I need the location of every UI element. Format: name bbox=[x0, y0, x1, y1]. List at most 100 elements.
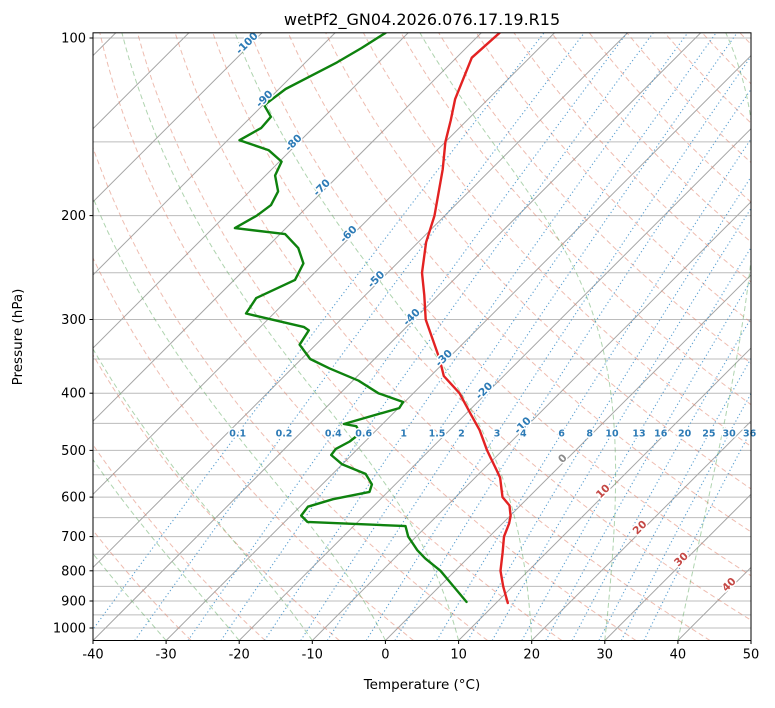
mixing-ratio-label: 20 bbox=[678, 428, 692, 439]
mixing-ratio-label: 3 bbox=[494, 428, 501, 439]
mixing-ratio-label: 6 bbox=[558, 428, 565, 439]
x-tick-label: 50 bbox=[743, 648, 760, 663]
mixing-ratio-label: 2 bbox=[458, 428, 465, 439]
temperature-line bbox=[420, 32, 512, 605]
mixing-ratio-label: 1 bbox=[400, 428, 407, 439]
mixing-ratio-line bbox=[467, 175, 751, 641]
isotherm-line bbox=[458, 347, 751, 641]
y-tick-label: 700 bbox=[61, 530, 86, 545]
isotherm-line bbox=[93, 32, 628, 569]
mixing-ratio-label: 8 bbox=[586, 428, 593, 439]
moist-adiabat bbox=[121, 32, 460, 641]
y-tick-label: 500 bbox=[61, 444, 86, 459]
isotherm-line bbox=[165, 54, 751, 641]
dry-adiabat bbox=[400, 32, 751, 406]
mixing-ratio-label: 0.2 bbox=[276, 428, 293, 439]
isotherm-line bbox=[311, 201, 751, 641]
dry-adiabat bbox=[93, 443, 266, 641]
dry-adiabat bbox=[249, 32, 751, 577]
isotherm-line bbox=[93, 32, 263, 203]
mixing-ratio-label: 0.4 bbox=[325, 428, 342, 439]
x-tick-label: 20 bbox=[523, 648, 540, 663]
dewpoint-line bbox=[233, 32, 468, 604]
mixing-ratio-label: 16 bbox=[654, 428, 668, 439]
isotherm-line bbox=[93, 32, 702, 641]
x-tick-labels: -40 -30 -20 -10 0 10 20 30 40 50 bbox=[82, 648, 759, 663]
dry-adiabat bbox=[93, 256, 414, 641]
mixing-ratio-line bbox=[394, 88, 751, 641]
dry-adiabat bbox=[513, 32, 751, 283]
mixing-ratio-label: 36 bbox=[743, 428, 757, 439]
dry-adiabat bbox=[99, 32, 563, 641]
mixing-ratio-line bbox=[598, 357, 751, 641]
isotherm-line bbox=[604, 493, 751, 641]
y-tick-label: 400 bbox=[61, 387, 86, 402]
moist-adiabat bbox=[234, 32, 533, 641]
mixing-ratio-lines bbox=[93, 32, 751, 641]
isotherm-line bbox=[93, 32, 336, 276]
x-tick-label: 0 bbox=[381, 648, 389, 663]
moist-adiabat bbox=[419, 32, 617, 641]
mixing-ratio-line bbox=[365, 55, 751, 641]
dry-adiabat bbox=[438, 32, 751, 364]
mixing-ratio-label: 25 bbox=[702, 428, 715, 439]
mixing-ratio-line bbox=[264, 32, 689, 641]
dry-adiabat bbox=[137, 32, 637, 641]
y-tick-label: 800 bbox=[61, 564, 86, 579]
y-tick-label: 1000 bbox=[53, 622, 86, 637]
mixing-ratio-line bbox=[326, 32, 738, 641]
isotherm-lines bbox=[93, 32, 751, 641]
x-tick-label: -20 bbox=[229, 648, 250, 663]
isotherm-line bbox=[93, 32, 482, 422]
mixing-ratio-label: 0.1 bbox=[229, 428, 246, 439]
y-tick-labels: 100 200 300 400 500 600 700 800 900 1000 bbox=[53, 32, 86, 637]
x-tick-label: 10 bbox=[450, 648, 467, 663]
mixing-ratio-label: 10 bbox=[605, 428, 619, 439]
dry-adiabat-lines bbox=[93, 32, 751, 641]
isotherm-line bbox=[385, 274, 751, 641]
axis-ticks bbox=[89, 37, 752, 644]
mixing-ratio-line bbox=[571, 317, 751, 641]
mixing-ratio-label: 4 bbox=[520, 428, 527, 439]
moist-adiabat bbox=[93, 458, 240, 641]
y-tick-label: 100 bbox=[61, 32, 86, 47]
mixing-ratio-label: 0.6 bbox=[355, 428, 372, 439]
mixing-ratio-labels: 0.1 0.2 0.4 0.6 1 1.5 2 3 4 6 8 10 13 16 20 25 30 36 bbox=[228, 427, 758, 441]
x-tick-label: -40 bbox=[82, 648, 103, 663]
x-axis-label: Temperature (°C) bbox=[363, 677, 481, 693]
dry-adiabat bbox=[212, 32, 751, 621]
mixing-ratio-label: 13 bbox=[632, 428, 645, 439]
y-tick-label: 200 bbox=[61, 209, 86, 224]
y-tick-label: 900 bbox=[61, 595, 86, 610]
mixing-ratio-line bbox=[93, 32, 545, 631]
mixing-ratio-label: 1.5 bbox=[429, 428, 446, 439]
isotherm-line bbox=[93, 32, 555, 496]
sounding-profiles bbox=[233, 32, 512, 605]
mixing-ratio-line bbox=[521, 246, 751, 641]
dry-adiabat bbox=[287, 32, 751, 533]
isotherm-line bbox=[531, 420, 751, 641]
mixing-ratio-line bbox=[220, 32, 654, 641]
mixing-ratio-label: 30 bbox=[722, 428, 736, 439]
dry-adiabat bbox=[174, 32, 711, 641]
dry-adiabat bbox=[588, 32, 751, 203]
dry-adiabat bbox=[93, 146, 488, 641]
dry-adiabat bbox=[475, 32, 751, 324]
isotherm-line bbox=[238, 127, 751, 641]
dry-adiabat bbox=[362, 32, 751, 447]
y-tick-label: 300 bbox=[61, 313, 86, 328]
y-axis-label: Pressure (hPa) bbox=[10, 289, 26, 386]
x-tick-label: 40 bbox=[670, 648, 687, 663]
moist-adiabat-lines bbox=[93, 32, 751, 641]
dry-adiabat bbox=[626, 32, 751, 164]
x-tick-label: -10 bbox=[302, 648, 323, 663]
chart-title: wetPf2_GN04.2026.076.17.19.R15 bbox=[284, 10, 560, 30]
mixing-ratio-line bbox=[300, 32, 717, 641]
isotherm-line bbox=[93, 32, 409, 349]
x-tick-label: 30 bbox=[597, 648, 614, 663]
x-tick-label: -30 bbox=[155, 648, 176, 663]
dry-adiabat bbox=[325, 32, 751, 490]
